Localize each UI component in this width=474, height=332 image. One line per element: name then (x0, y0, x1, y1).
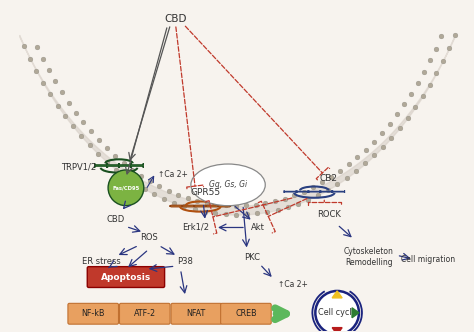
Text: ROCK: ROCK (317, 210, 341, 219)
FancyBboxPatch shape (87, 267, 164, 288)
FancyBboxPatch shape (170, 205, 183, 207)
FancyBboxPatch shape (308, 191, 321, 193)
Text: Fas/CD95: Fas/CD95 (112, 185, 139, 190)
Text: NF-kB: NF-kB (82, 309, 105, 318)
Text: ↑Ca 2+: ↑Ca 2+ (278, 280, 308, 289)
Text: P38: P38 (177, 257, 193, 266)
Text: TRPV1/2: TRPV1/2 (62, 162, 97, 171)
Text: Erk1/2: Erk1/2 (182, 223, 209, 232)
FancyBboxPatch shape (107, 163, 119, 168)
Text: CREB: CREB (235, 309, 257, 318)
FancyBboxPatch shape (95, 163, 108, 168)
Text: ATF-2: ATF-2 (134, 309, 156, 318)
FancyBboxPatch shape (194, 205, 207, 207)
FancyBboxPatch shape (320, 191, 333, 193)
FancyBboxPatch shape (218, 205, 230, 207)
Text: ROS: ROS (140, 233, 158, 242)
Text: Cell migration: Cell migration (401, 255, 456, 264)
FancyBboxPatch shape (332, 191, 345, 193)
FancyBboxPatch shape (68, 303, 118, 324)
Text: ER stress: ER stress (82, 257, 120, 266)
Text: CBD: CBD (107, 215, 125, 224)
Text: Cytoskeleton
Remodelling: Cytoskeleton Remodelling (344, 247, 394, 267)
FancyBboxPatch shape (119, 303, 170, 324)
Circle shape (315, 291, 359, 332)
Text: Apoptosis: Apoptosis (101, 273, 151, 282)
FancyBboxPatch shape (206, 205, 219, 207)
Text: CBD: CBD (164, 14, 187, 24)
Text: GPR55: GPR55 (191, 188, 220, 197)
Text: Akt: Akt (251, 223, 265, 232)
FancyBboxPatch shape (171, 303, 222, 324)
Text: NFAT: NFAT (187, 309, 206, 318)
FancyBboxPatch shape (130, 163, 143, 168)
Text: Gq, Gs, Gi: Gq, Gs, Gi (209, 180, 247, 189)
Ellipse shape (191, 164, 265, 206)
Text: Cell cycle: Cell cycle (318, 308, 356, 317)
FancyBboxPatch shape (118, 163, 131, 168)
Polygon shape (352, 308, 359, 318)
Text: ↑Ca 2+: ↑Ca 2+ (158, 170, 188, 179)
FancyBboxPatch shape (284, 191, 297, 193)
Polygon shape (332, 291, 342, 298)
FancyBboxPatch shape (182, 205, 195, 207)
FancyBboxPatch shape (220, 303, 271, 324)
Text: CB2: CB2 (319, 174, 337, 183)
FancyBboxPatch shape (296, 191, 309, 193)
Text: PKC: PKC (244, 253, 260, 262)
Polygon shape (332, 328, 342, 332)
Circle shape (108, 170, 144, 206)
